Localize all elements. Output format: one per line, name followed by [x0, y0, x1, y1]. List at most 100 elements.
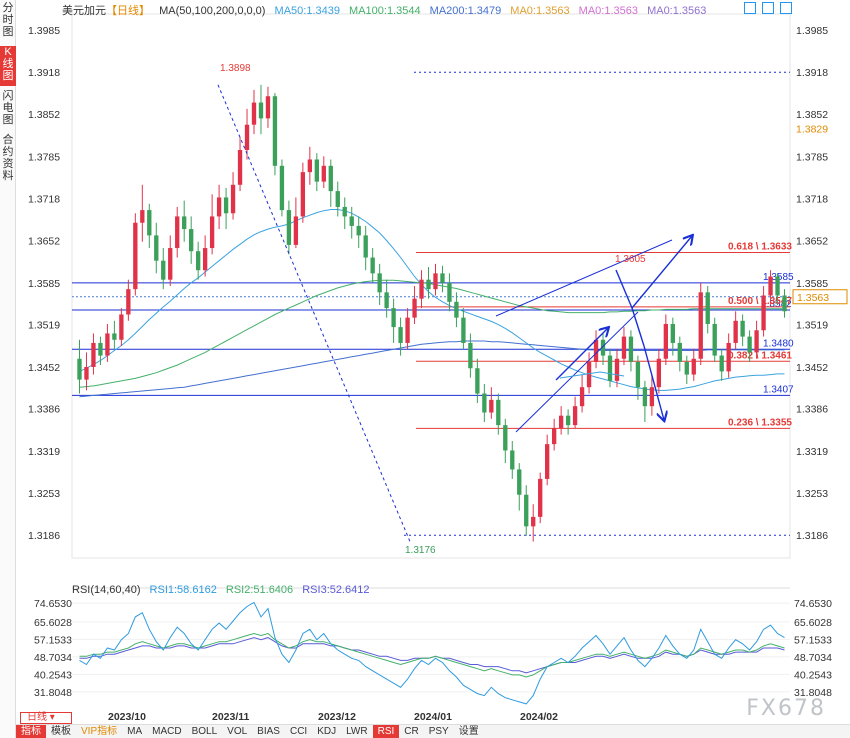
y-tick-right: 1.3386 [796, 404, 828, 416]
drawn-arrow [555, 328, 608, 381]
indicator-tab-cr[interactable]: CR [404, 726, 419, 737]
sidebar-tab-char: K [4, 46, 12, 58]
indicator-tab-psy[interactable]: PSY [428, 726, 449, 737]
y-tick-right: 1.3519 [796, 320, 828, 332]
projection-line [559, 371, 625, 379]
fib-label: 0.618 \ 1.3633 [728, 241, 792, 252]
candle-body [258, 102, 264, 119]
ma50-line [79, 209, 785, 391]
rsi-label: RSI(14,60,40) [72, 584, 141, 596]
candle-body [754, 330, 759, 353]
ma50-value: MA50:1.3439 [274, 5, 340, 17]
rsi-tick-right: 57.1533 [794, 634, 832, 646]
rsi2-value: RSI2:51.6406 [225, 584, 294, 596]
ma0a-value: MA0:1.3563 [510, 5, 570, 17]
candle-body [740, 320, 745, 337]
y-tick-left: 1.3186 [28, 530, 60, 542]
channel-lower-line [515, 311, 639, 433]
indicator-tab-cci[interactable]: CCI [289, 726, 308, 737]
indicator-tab-lwr[interactable]: LWR [346, 726, 368, 737]
y-tick-right: 1.3785 [796, 151, 828, 163]
y-tick-left: 1.3386 [28, 404, 60, 416]
candle-body [670, 323, 675, 343]
candle-body [265, 96, 271, 119]
indicator-tab-boll[interactable]: BOLL [191, 726, 218, 737]
indicator-tab-模板[interactable]: 模板 [51, 726, 71, 737]
candle-body [356, 225, 361, 236]
screenshot-icon[interactable] [744, 2, 756, 14]
indicator-tab-bias[interactable]: BIAS [257, 726, 280, 737]
candle-body [342, 206, 347, 217]
y-tick-left: 1.3785 [28, 151, 60, 163]
indicator-bar: 指标 模板 VIP指标 MA MACD BOLL VOL BIAS CCI KDJ LWR RSI CR… [16, 724, 850, 738]
candle-body [147, 210, 152, 236]
candle-body [489, 399, 494, 413]
candle-body [412, 298, 417, 318]
sidebar-tab-3[interactable]: 合约资料 [0, 134, 16, 186]
current-price-label: 1.3563 [797, 292, 829, 304]
rsi-tick-left: 40.2543 [34, 669, 72, 681]
x-tick: 2023/11 [212, 711, 250, 723]
rsi-tick-right: 40.2543 [794, 669, 832, 681]
candle-body [154, 235, 159, 261]
right-marker-label: 1.3829 [796, 123, 828, 135]
candle-body [251, 102, 257, 125]
y-tick-left: 1.3985 [28, 25, 60, 37]
y-tick-left: 1.3585 [28, 278, 60, 290]
fullscreen-icon[interactable] [762, 2, 774, 14]
y-tick-right: 1.3718 [796, 194, 828, 206]
y-tick-right: 1.3186 [796, 530, 828, 542]
high-label: 1.3898 [220, 63, 251, 74]
candle-body [586, 361, 592, 388]
candle-body [705, 292, 710, 324]
candle-body [91, 342, 96, 367]
indicator-tab-指标[interactable]: 指标 [16, 725, 46, 738]
candle-body [328, 165, 333, 192]
ma200-value: MA200:1.3479 [429, 5, 502, 17]
drawn-arrow [615, 269, 633, 309]
period-label: 【日线】 [106, 5, 150, 17]
sidebar-tab-char: 约 [2, 146, 14, 158]
candle-body [377, 273, 382, 293]
y-tick-left: 1.3519 [28, 320, 60, 332]
y-tick-left: 1.3319 [28, 446, 60, 458]
hline-label: 1.3407 [763, 384, 794, 395]
candle-body [558, 415, 564, 429]
candle-body [642, 387, 648, 407]
candle-body [447, 282, 452, 302]
candle-body [223, 197, 229, 214]
indicator-tab-rsi[interactable]: RSI [372, 725, 400, 738]
indicator-tab-vol[interactable]: VOL [227, 726, 248, 737]
indicator-tab-ma[interactable]: MA [127, 726, 143, 737]
x-tick: 2024/01 [414, 711, 452, 723]
x-tick: 2023/12 [318, 711, 356, 723]
indicator-tab-设置[interactable]: 设置 [458, 726, 479, 737]
candle-body [572, 406, 578, 426]
indicator-tab-macd[interactable]: MACD [152, 726, 182, 737]
period-selector[interactable]: 日线 ▾ [20, 712, 72, 724]
candle-body [628, 336, 634, 362]
candle-body [244, 124, 250, 150]
candle-body [216, 197, 222, 217]
candle-body [300, 172, 306, 217]
candle-body [363, 235, 368, 258]
sidebar-tab-char: 时 [2, 14, 14, 26]
sidebar-tab-0[interactable]: 分时图 [0, 2, 16, 42]
candle-body [677, 342, 682, 362]
period-selector-label: 日线 [27, 712, 47, 723]
indicator-tab-kdj[interactable]: KDJ [317, 726, 337, 737]
candle-body [133, 222, 138, 290]
sidebar-tab-char: 闪 [2, 90, 14, 102]
settings-icon[interactable] [780, 2, 792, 14]
candle-body [496, 399, 501, 426]
trend-dashed-line [217, 84, 411, 542]
sidebar-tab-2[interactable]: 闪电图 [0, 90, 16, 130]
candle-body [482, 393, 487, 413]
sidebar-tab-char: 分 [2, 2, 14, 14]
indicator-tab-vip指标[interactable]: VIP指标 [81, 726, 118, 737]
candle-body [98, 342, 103, 356]
candle-body [517, 469, 522, 495]
candle-body [405, 317, 410, 343]
